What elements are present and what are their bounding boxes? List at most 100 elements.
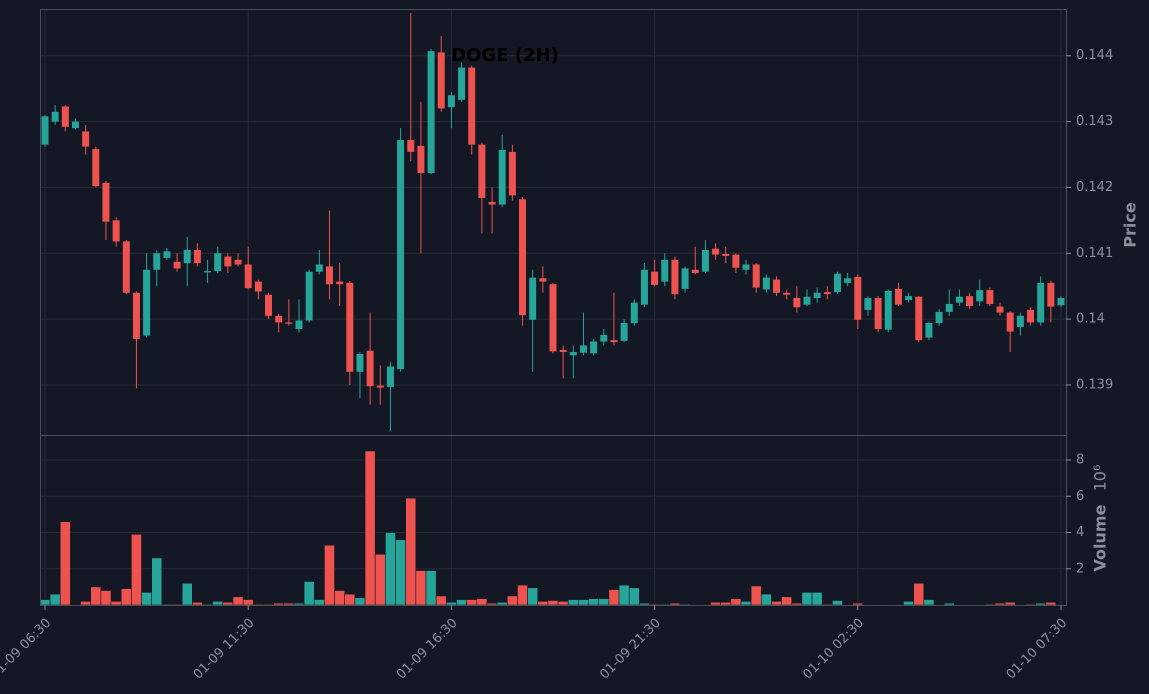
candle-body xyxy=(386,366,394,387)
volume-bar xyxy=(994,602,1006,606)
candle-body xyxy=(823,292,831,295)
volume-bar xyxy=(720,601,732,606)
volume-bar xyxy=(222,601,234,606)
y-tick-label: 0.143 xyxy=(1076,114,1113,129)
candle-body xyxy=(549,284,557,352)
candle-body xyxy=(376,385,384,388)
volume-bar xyxy=(943,602,955,606)
grid xyxy=(40,9,1066,605)
candle-body xyxy=(417,145,425,173)
candle-body xyxy=(579,345,587,353)
candle-body xyxy=(1016,315,1024,328)
volume-bar xyxy=(821,603,833,606)
candle-body xyxy=(285,322,293,324)
candle-body xyxy=(894,288,902,305)
volume-bar xyxy=(832,600,843,606)
volume-bar xyxy=(710,601,721,606)
volume-bar xyxy=(395,539,406,606)
volume-bar xyxy=(608,589,620,606)
volume-bar xyxy=(913,582,925,606)
volume-bar xyxy=(161,603,173,606)
candle-body xyxy=(1057,298,1065,306)
candle-body xyxy=(92,149,100,187)
candle-body xyxy=(346,282,354,372)
candle-body xyxy=(915,296,923,341)
volume-bar xyxy=(131,534,142,606)
candle-body xyxy=(854,276,862,320)
volume-bar xyxy=(303,581,315,606)
candle-body xyxy=(275,315,283,323)
volume-bar xyxy=(791,602,803,606)
candle-body xyxy=(244,264,252,289)
candle-body xyxy=(122,241,130,293)
volume-bar xyxy=(649,603,660,606)
chart-title: DOGE (2H) xyxy=(451,45,559,66)
volume-bar xyxy=(537,601,549,606)
candle-body xyxy=(752,264,760,288)
candle-body xyxy=(966,296,974,306)
candle-body xyxy=(701,249,709,272)
volume-bar xyxy=(212,601,224,606)
candle-body xyxy=(651,271,659,285)
volume-bar xyxy=(639,602,650,606)
candle-body xyxy=(712,248,720,255)
volume-bar xyxy=(527,587,539,606)
candle-body xyxy=(397,140,405,370)
candle-body xyxy=(620,323,628,341)
volume-bar xyxy=(202,603,213,606)
candle-body xyxy=(803,296,811,305)
volume-tick-label: 2 xyxy=(1076,561,1084,576)
volume-bar xyxy=(771,601,782,606)
volume-bar xyxy=(760,593,772,606)
volume-bar xyxy=(811,592,823,606)
volume-bar xyxy=(385,532,396,606)
y-axis-label: Price xyxy=(1121,202,1140,248)
volume-bar xyxy=(110,601,122,606)
volume-bar xyxy=(659,603,671,606)
candle-body xyxy=(224,256,232,267)
candle-body xyxy=(193,249,201,264)
volume-bar xyxy=(618,584,630,606)
volume-frame xyxy=(40,435,1067,606)
candle-body xyxy=(51,111,59,122)
candle-body xyxy=(427,51,435,173)
volume-bar xyxy=(1045,601,1057,606)
candle-body xyxy=(498,149,506,205)
volume-bar xyxy=(466,599,478,606)
volume-bar xyxy=(517,584,528,606)
volume-bar xyxy=(1025,603,1036,606)
volume-bar xyxy=(923,599,935,606)
candle-body xyxy=(1047,282,1055,307)
candle-body xyxy=(356,354,364,372)
candle-body xyxy=(1006,312,1014,332)
volume-bar xyxy=(283,602,295,606)
volume-bar xyxy=(801,592,813,606)
volume-bar xyxy=(628,587,640,606)
candle-body xyxy=(742,264,750,270)
volume-bar xyxy=(486,602,498,606)
volume-tick-label: 6 xyxy=(1076,489,1084,504)
candle-body xyxy=(691,269,699,274)
volume-bar xyxy=(679,603,691,606)
candle-body xyxy=(234,259,242,265)
volume-bar xyxy=(852,602,864,606)
candle-body xyxy=(254,281,262,292)
candle-body xyxy=(539,278,547,282)
candle-body xyxy=(61,106,69,127)
candle-body xyxy=(844,278,852,283)
volume-bar xyxy=(730,598,742,606)
candle-body xyxy=(366,350,374,387)
candle-body xyxy=(630,302,638,324)
candle-body xyxy=(590,341,598,354)
volume-bar xyxy=(456,599,467,606)
y-tick-label: 0.142 xyxy=(1076,180,1113,195)
volume-bar xyxy=(1035,602,1047,606)
volume-bar xyxy=(415,570,427,606)
candle-body xyxy=(762,277,770,290)
volume-bar xyxy=(588,598,600,606)
volume-bar xyxy=(567,599,579,606)
volume-bar xyxy=(374,553,386,606)
volume-bar xyxy=(59,521,71,606)
volume-bar xyxy=(578,599,589,606)
